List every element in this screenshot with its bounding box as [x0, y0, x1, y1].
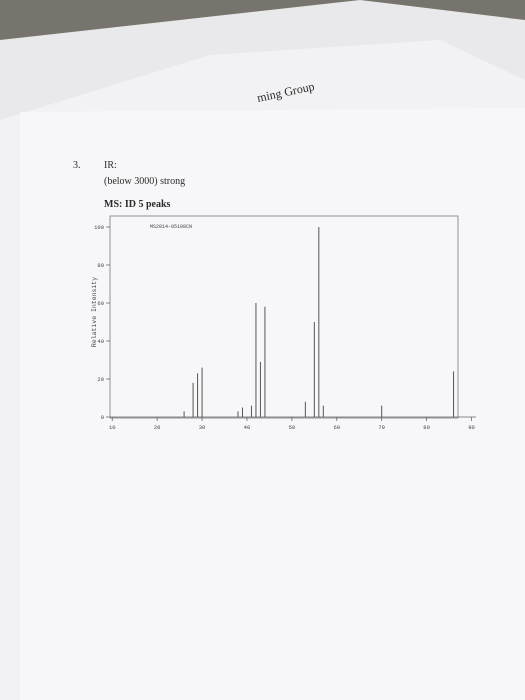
x-tick-label: 30: [199, 424, 206, 431]
x-tick-label: 50: [289, 424, 296, 431]
y-tick-label: 0: [101, 414, 104, 421]
plot-frame: [109, 215, 459, 419]
y-tick-label: 80: [97, 262, 104, 269]
ir-label: IR:: [104, 160, 117, 171]
front-sheet: [20, 108, 525, 700]
y-tick-label: 40: [97, 338, 104, 345]
y-tick-label: 100: [94, 224, 104, 231]
x-tick-label: 80: [423, 424, 430, 431]
annotation: MS2014-05108CN: [150, 224, 192, 230]
chart: 0 20 40 60 80 100 10 20 30 40 50 60 70 80 90: [94, 224, 476, 431]
x-tick-label: 20: [154, 424, 161, 431]
x-tick-label: 10: [109, 424, 116, 431]
ms-label: MS: ID 5 peaks: [104, 199, 171, 210]
question-number: 3.: [73, 160, 81, 171]
x-tick-label: 40: [244, 424, 251, 431]
y-axis-label: Relative Intensity: [91, 277, 98, 347]
y-tick-label: 60: [97, 300, 104, 307]
ir-note: (below 3000) strong: [104, 176, 185, 187]
x-tick-label: 60: [333, 424, 340, 431]
x-tick-label: 90: [468, 424, 475, 431]
x-tick-label: 70: [378, 424, 385, 431]
y-tick-label: 20: [97, 376, 104, 383]
